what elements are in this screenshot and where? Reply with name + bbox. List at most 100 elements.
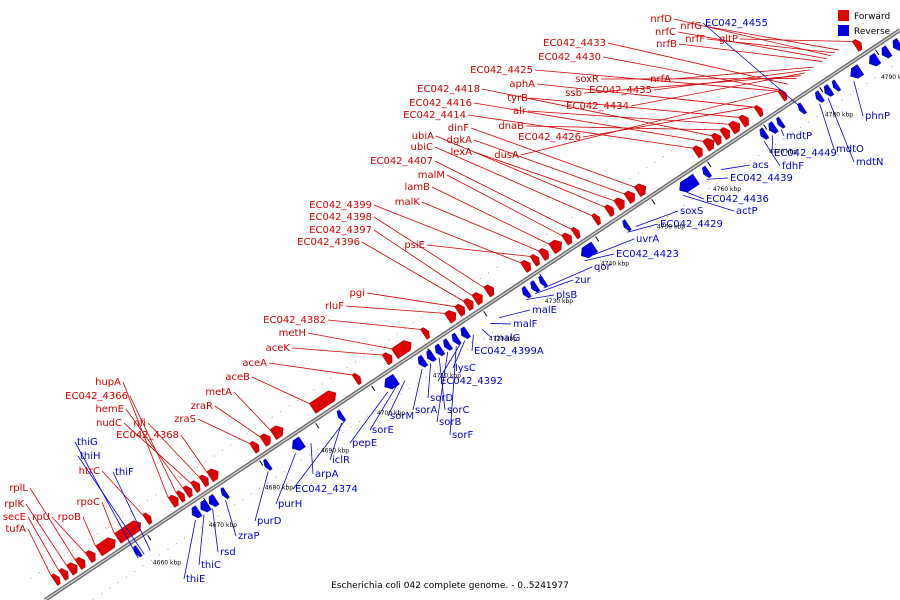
gene-label[interactable]: EC042_4436	[706, 194, 769, 205]
forward-gene-arrow[interactable]	[420, 326, 432, 340]
reverse-gene-arrow[interactable]	[189, 505, 203, 520]
gene-label[interactable]: iclR	[332, 455, 350, 466]
gene-label[interactable]: zraP	[238, 531, 260, 542]
reverse-gene-arrow[interactable]	[847, 64, 865, 82]
gene-label[interactable]: aceB	[225, 372, 250, 383]
gene-label[interactable]: EC042_4429	[660, 219, 723, 230]
gene-label[interactable]: EC042_4423	[616, 249, 679, 260]
reverse-gene-arrow[interactable]	[458, 326, 471, 341]
gene-label[interactable]: lamB	[404, 182, 430, 193]
reverse-gene-arrow[interactable]	[335, 409, 347, 423]
reverse-gene-arrow[interactable]	[415, 354, 429, 369]
reverse-gene-arrow[interactable]	[676, 173, 700, 195]
gene-label[interactable]: secE	[3, 512, 26, 523]
gene-label[interactable]: nfi	[133, 418, 146, 429]
forward-gene-arrow[interactable]	[613, 196, 628, 211]
reverse-gene-arrow[interactable]	[578, 241, 599, 261]
forward-gene-arrow[interactable]	[529, 253, 542, 267]
gene-label[interactable]: rpoC	[76, 497, 100, 508]
gene-label[interactable]: aphA	[509, 79, 535, 90]
gene-label[interactable]: EC042_4416	[409, 98, 472, 109]
forward-gene-arrow[interactable]	[95, 535, 118, 557]
gene-label[interactable]: rplK	[4, 499, 24, 510]
reverse-gene-arrow[interactable]	[381, 373, 400, 392]
gene-label[interactable]: ssb	[565, 88, 582, 99]
forward-gene-arrow[interactable]	[113, 518, 144, 544]
forward-gene-arrow[interactable]	[443, 308, 459, 324]
gene-label[interactable]: malG	[494, 333, 520, 344]
gene-label[interactable]: nrfD	[650, 14, 672, 25]
gene-label[interactable]: sorB	[439, 417, 461, 428]
reverse-gene-arrow[interactable]	[766, 121, 779, 135]
gene-label[interactable]: plsB	[556, 290, 577, 301]
gene-label[interactable]: alr	[513, 106, 527, 117]
forward-gene-arrow[interactable]	[308, 388, 339, 414]
reverse-gene-arrow[interactable]	[890, 37, 900, 52]
gene-label[interactable]: EC042_4398	[309, 212, 372, 223]
gene-label[interactable]: EC042_4397	[309, 225, 372, 236]
reverse-gene-arrow[interactable]	[441, 338, 453, 352]
gene-label[interactable]: phnP	[865, 111, 890, 122]
gene-label[interactable]: rsd	[220, 547, 236, 558]
gene-label[interactable]: thiG	[77, 437, 98, 448]
forward-gene-arrow[interactable]	[702, 136, 717, 152]
gene-label[interactable]: soxR	[575, 74, 599, 85]
forward-gene-arrow[interactable]	[538, 246, 551, 261]
reverse-gene-arrow[interactable]	[775, 116, 786, 130]
gene-label[interactable]: thiC	[201, 560, 221, 571]
forward-gene-arrow[interactable]	[777, 88, 790, 102]
gene-label[interactable]: mdtP	[786, 131, 812, 142]
gene-label[interactable]: nudC	[96, 418, 122, 429]
forward-gene-arrow[interactable]	[167, 493, 181, 508]
forward-gene-arrow[interactable]	[520, 258, 533, 273]
gene-label[interactable]: thiF	[115, 467, 134, 478]
gene-label[interactable]: aceA	[242, 358, 267, 369]
gene-label[interactable]: EC042_4430	[538, 52, 601, 63]
forward-gene-arrow[interactable]	[603, 203, 616, 218]
gene-label[interactable]: gltP	[719, 34, 738, 45]
gene-label[interactable]: nrfA	[650, 74, 671, 85]
gene-label[interactable]: EC042_4435	[589, 85, 652, 96]
gene-label[interactable]: pepE	[352, 438, 377, 449]
forward-gene-arrow[interactable]	[691, 144, 705, 159]
forward-gene-arrow[interactable]	[182, 484, 195, 499]
gene-label[interactable]: malF	[513, 319, 538, 330]
gene-label[interactable]: EC042_4399	[309, 200, 372, 211]
gene-label[interactable]: aceK	[266, 343, 291, 354]
gene-label[interactable]: lexA	[450, 147, 472, 158]
gene-label[interactable]: rplL	[9, 483, 28, 494]
gene-label[interactable]: soxS	[680, 206, 703, 217]
gene-label[interactable]: dinF	[448, 123, 469, 134]
gene-label[interactable]: arpA	[315, 469, 339, 480]
forward-gene-arrow[interactable]	[66, 560, 80, 576]
reverse-gene-arrow[interactable]	[621, 219, 632, 232]
gene-label[interactable]: zraR	[191, 401, 213, 412]
gene-label[interactable]: EC042_4414	[403, 110, 466, 121]
reverse-gene-arrow[interactable]	[433, 343, 446, 358]
reverse-gene-arrow[interactable]	[520, 285, 532, 299]
gene-label[interactable]: sorA	[415, 405, 437, 416]
gene-label[interactable]: hupA	[95, 377, 121, 388]
forward-gene-arrow[interactable]	[727, 119, 743, 135]
gene-label[interactable]: ubiA	[412, 131, 434, 142]
gene-label[interactable]: acs	[752, 160, 769, 171]
forward-gene-arrow[interactable]	[84, 548, 98, 564]
forward-gene-arrow[interactable]	[591, 212, 603, 226]
forward-gene-arrow[interactable]	[190, 479, 202, 493]
forward-gene-arrow[interactable]	[561, 231, 574, 246]
reverse-gene-arrow[interactable]	[813, 90, 825, 104]
gene-label[interactable]: psiE	[404, 240, 425, 251]
gene-label[interactable]: EC042_4425	[470, 65, 533, 76]
forward-gene-arrow[interactable]	[74, 555, 88, 570]
forward-gene-arrow[interactable]	[548, 237, 566, 255]
gene-label[interactable]: EC042_4434	[566, 101, 629, 112]
forward-gene-arrow[interactable]	[471, 290, 486, 306]
gene-label[interactable]: EC042_4368	[116, 430, 179, 441]
gene-label[interactable]: rpoB	[58, 512, 82, 523]
gene-label[interactable]: EC042_4399A	[474, 346, 544, 357]
forward-gene-arrow[interactable]	[381, 351, 395, 366]
gene-label[interactable]: dnaB	[498, 121, 524, 132]
gene-label[interactable]: nrfC	[655, 27, 676, 38]
forward-gene-arrow[interactable]	[483, 283, 497, 298]
